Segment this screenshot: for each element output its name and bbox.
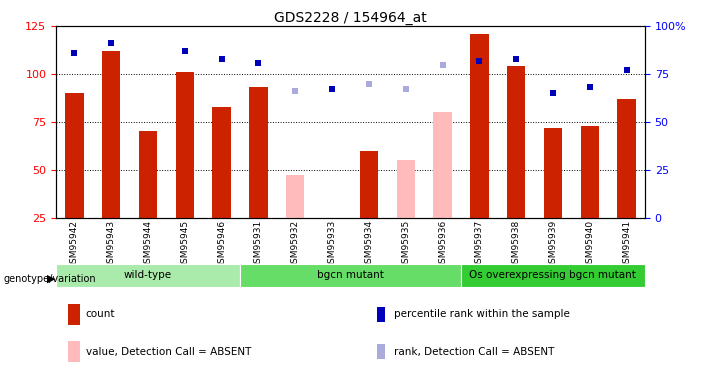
Text: GSM95932: GSM95932 [291,220,300,269]
Text: GSM95940: GSM95940 [585,220,594,269]
Bar [507,66,525,218]
Text: ▶: ▶ [47,274,55,284]
Bar [212,106,231,218]
Text: rank, Detection Call = ABSENT: rank, Detection Call = ABSENT [394,347,554,357]
Bar [139,132,157,218]
Bar [102,51,121,217]
Bar [286,176,304,217]
Bar [69,341,79,362]
Bar [377,307,386,322]
Bar [69,304,79,325]
Text: GSM95934: GSM95934 [365,220,374,269]
Bar [65,93,83,218]
Text: GSM95937: GSM95937 [475,220,484,269]
Bar [470,34,489,218]
Text: GSM95941: GSM95941 [622,220,631,269]
Text: GSM95931: GSM95931 [254,220,263,269]
Text: genotype/variation: genotype/variation [4,274,96,284]
Text: GSM95939: GSM95939 [548,220,557,269]
Text: percentile rank within the sample: percentile rank within the sample [394,309,570,319]
Text: GSM95946: GSM95946 [217,220,226,269]
Text: Os overexpressing bgcn mutant: Os overexpressing bgcn mutant [470,270,637,280]
Title: GDS2228 / 154964_at: GDS2228 / 154964_at [274,11,427,25]
Bar [397,160,415,218]
Text: count: count [86,309,115,319]
Bar [360,150,378,217]
Text: GSM95945: GSM95945 [180,220,189,269]
Bar [433,112,451,218]
Text: GSM95943: GSM95943 [107,220,116,269]
Bar [377,344,386,359]
Bar [544,128,562,218]
Bar [240,264,461,287]
Bar [176,72,194,217]
Text: bgcn mutant: bgcn mutant [317,270,384,280]
Text: GSM95936: GSM95936 [438,220,447,269]
Bar [618,99,636,218]
Bar [580,126,599,218]
Text: GSM95933: GSM95933 [327,220,336,269]
Text: GSM95944: GSM95944 [144,220,153,269]
Bar [56,264,240,287]
Bar [250,87,268,218]
Bar [461,264,645,287]
Text: value, Detection Call = ABSENT: value, Detection Call = ABSENT [86,347,251,357]
Text: wild-type: wild-type [124,270,172,280]
Text: GSM95938: GSM95938 [512,220,521,269]
Text: GSM95935: GSM95935 [401,220,410,269]
Text: GSM95942: GSM95942 [70,220,79,269]
